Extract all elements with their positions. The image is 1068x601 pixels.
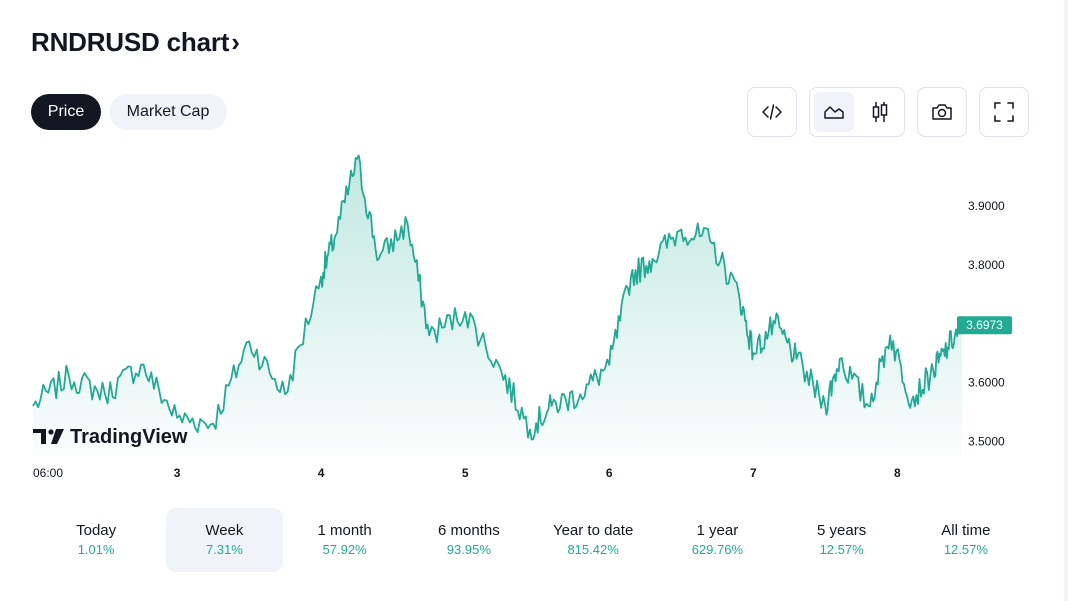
fullscreen-button[interactable] [979,87,1029,137]
period-year-to-date[interactable]: Year to date 815.42% [531,508,655,572]
camera-icon [922,92,962,132]
x-tick-label: 8 [894,466,901,480]
tradingview-watermark: TradingView [33,426,188,448]
period-selector: Today 1.01% Week 7.31% 1 month 57.92% 6 months… [34,508,1028,572]
chevron-right-icon: › [231,27,240,57]
period-1-year[interactable]: 1 year 629.76% [655,508,779,572]
code-icon [752,92,792,132]
area-chart-icon [824,106,844,119]
period-change: 12.57% [943,542,988,557]
period-label: Week [205,522,244,539]
x-tick-label: 06:00 [33,466,63,480]
period-change: 1.01% [77,542,115,557]
period-week[interactable]: Week 7.31% [166,508,283,572]
period-label: Today [76,522,117,539]
snapshot-button[interactable] [917,87,967,137]
period-today[interactable]: Today 1.01% [34,508,158,572]
period-change: 815.42% [567,542,619,557]
period-change: 57.92% [322,542,367,557]
chart-type-toggle [809,87,905,137]
x-tick-label: 5 [462,466,469,480]
y-tick-label: 3.6000 [968,375,1005,389]
page-edge-strip [1064,0,1068,601]
price-area-fill [33,155,963,456]
page-title: RNDRUSD chart [31,27,230,57]
period-label: 1 year [696,522,739,539]
price-line [32,154,964,441]
period-change: 12.57% [819,542,864,557]
embed-button[interactable] [747,87,797,137]
period-label: 6 months [438,522,500,539]
tab-price[interactable]: Price [31,94,101,130]
x-tick-label: 6 [606,466,613,480]
chart-title-link[interactable]: RNDRUSD chart› [31,27,240,58]
y-tick-label: 3.8000 [968,258,1005,272]
period-6-months[interactable]: 6 months 93.95% [407,508,531,572]
period-label: All time [941,522,991,539]
last-price-marker: 3.6973 [957,316,1012,335]
period-change: 7.31% [205,542,243,557]
x-tick-label: 3 [174,466,181,480]
candles-button[interactable] [860,92,900,132]
tab-market-cap[interactable]: Market Cap [109,94,227,130]
y-tick-label: 3.5000 [968,434,1005,448]
period-change: 629.76% [691,542,744,557]
period-label: 5 years [817,522,867,539]
x-tick-label: 7 [750,466,757,480]
period-5-years[interactable]: 5 years 12.57% [780,508,904,572]
x-axis: 06:00 3 4 5 6 7 8 [33,466,901,480]
x-tick-label: 4 [318,466,325,480]
y-tick-label: 3.9000 [968,199,1005,213]
watermark-text: TradingView [70,426,188,448]
candles-icon [872,102,888,122]
period-1-month[interactable]: 1 month 57.92% [283,508,407,572]
period-all-time[interactable]: All time 12.57% [904,508,1028,572]
tradingview-logo-icon [33,429,64,444]
last-price-label: 3.6973 [966,318,1003,332]
area-chart-button[interactable] [814,92,854,132]
fullscreen-icon [984,92,1024,132]
period-label: 1 month [317,522,372,539]
period-change: 93.95% [446,542,491,557]
period-label: Year to date [552,522,634,539]
